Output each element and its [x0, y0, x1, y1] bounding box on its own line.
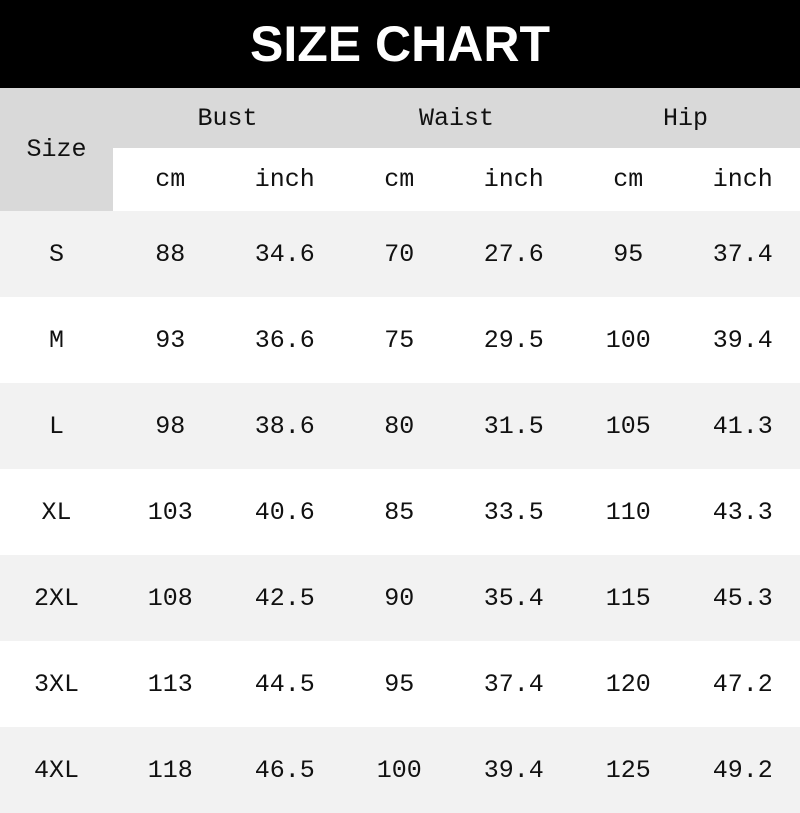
- unit-header: cm: [113, 148, 228, 211]
- measurement-cell: 115: [571, 555, 686, 641]
- unit-header: inch: [228, 148, 343, 211]
- size-header: Size: [0, 88, 113, 211]
- measurement-cell: 38.6: [228, 383, 343, 469]
- measurement-cell: 108: [113, 555, 228, 641]
- measurement-cell: 45.3: [686, 555, 800, 641]
- measurement-cell: 70: [342, 211, 457, 297]
- measurement-cell: 43.3: [686, 469, 800, 555]
- size-cell: XL: [0, 469, 113, 555]
- page-title: SIZE CHART: [0, 0, 800, 88]
- size-cell: 2XL: [0, 555, 113, 641]
- group-header-bust: Bust: [113, 88, 342, 148]
- measurement-cell: 36.6: [228, 297, 343, 383]
- measurement-cell: 118: [113, 727, 228, 813]
- measurement-cell: 49.2: [686, 727, 800, 813]
- measurement-cell: 35.4: [457, 555, 572, 641]
- size-cell: L: [0, 383, 113, 469]
- measurement-cell: 93: [113, 297, 228, 383]
- measurement-cell: 110: [571, 469, 686, 555]
- measurement-cell: 80: [342, 383, 457, 469]
- size-cell: 3XL: [0, 641, 113, 727]
- measurement-cell: 37.4: [686, 211, 800, 297]
- measurement-cell: 47.2: [686, 641, 800, 727]
- size-chart-table: Size Bust Waist Hip cm inch cm inch cm i…: [0, 88, 800, 813]
- measurement-cell: 105: [571, 383, 686, 469]
- group-header-row: Size Bust Waist Hip: [0, 88, 800, 148]
- measurement-cell: 34.6: [228, 211, 343, 297]
- measurement-cell: 125: [571, 727, 686, 813]
- unit-header: cm: [342, 148, 457, 211]
- measurement-cell: 95: [342, 641, 457, 727]
- unit-header-row: cm inch cm inch cm inch: [0, 148, 800, 211]
- unit-header: cm: [571, 148, 686, 211]
- group-header-waist: Waist: [342, 88, 571, 148]
- unit-header: inch: [686, 148, 800, 211]
- measurement-cell: 98: [113, 383, 228, 469]
- measurement-cell: 44.5: [228, 641, 343, 727]
- size-cell: 4XL: [0, 727, 113, 813]
- measurement-cell: 90: [342, 555, 457, 641]
- measurement-cell: 85: [342, 469, 457, 555]
- unit-header: inch: [457, 148, 572, 211]
- measurement-cell: 100: [342, 727, 457, 813]
- measurement-cell: 75: [342, 297, 457, 383]
- measurement-cell: 46.5: [228, 727, 343, 813]
- measurement-cell: 41.3: [686, 383, 800, 469]
- measurement-cell: 95: [571, 211, 686, 297]
- measurement-cell: 27.6: [457, 211, 572, 297]
- measurement-cell: 31.5: [457, 383, 572, 469]
- measurement-cell: 33.5: [457, 469, 572, 555]
- measurement-cell: 42.5: [228, 555, 343, 641]
- measurement-cell: 103: [113, 469, 228, 555]
- measurement-cell: 113: [113, 641, 228, 727]
- group-header-hip: Hip: [571, 88, 800, 148]
- measurement-cell: 100: [571, 297, 686, 383]
- measurement-cell: 29.5: [457, 297, 572, 383]
- measurement-cell: 37.4: [457, 641, 572, 727]
- measurement-cell: 39.4: [457, 727, 572, 813]
- measurement-cell: 39.4: [686, 297, 800, 383]
- measurement-cell: 88: [113, 211, 228, 297]
- measurement-cell: 40.6: [228, 469, 343, 555]
- size-cell: M: [0, 297, 113, 383]
- size-cell: S: [0, 211, 113, 297]
- measurement-cell: 120: [571, 641, 686, 727]
